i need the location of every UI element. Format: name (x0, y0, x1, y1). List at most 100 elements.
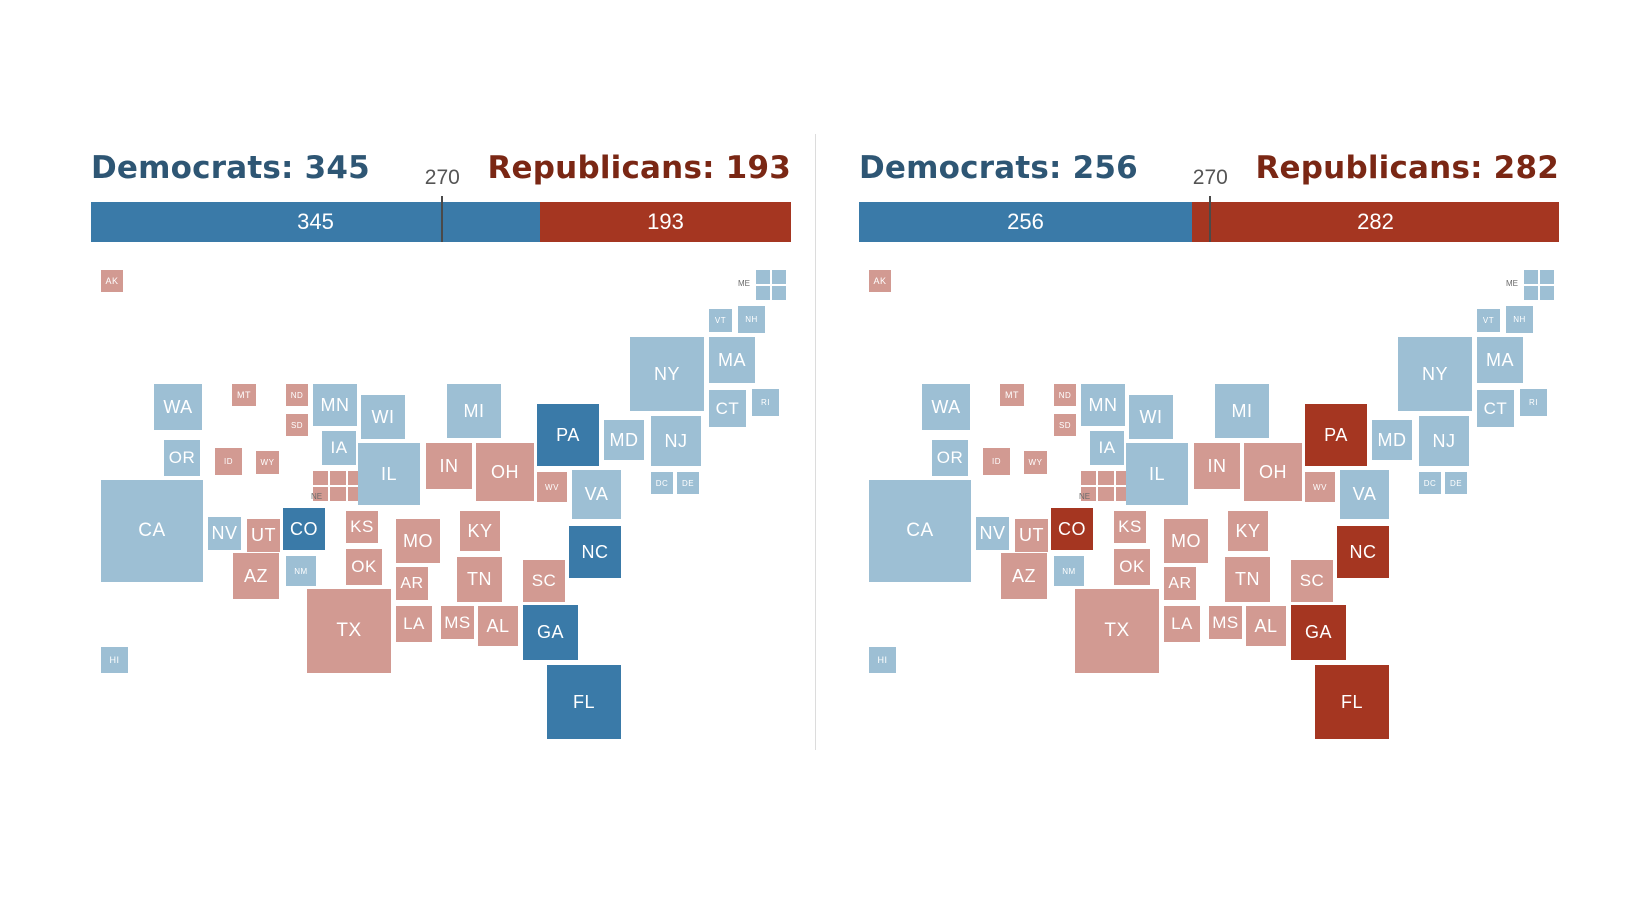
state-tile-sc[interactable]: SC (523, 560, 565, 602)
state-tile-ar[interactable]: AR (1164, 567, 1196, 600)
state-tile-dc[interactable]: DC (1419, 472, 1441, 494)
state-tile-ut[interactable]: UT (1015, 519, 1048, 552)
state-tile-in[interactable]: IN (426, 443, 472, 489)
state-tile-ny[interactable]: NY (630, 337, 704, 411)
state-tile-oh[interactable]: OH (1244, 443, 1302, 501)
state-tile-az[interactable]: AZ (1001, 553, 1047, 599)
state-tile-fl[interactable]: FL (1315, 665, 1389, 739)
state-tile-ca[interactable]: CA (101, 480, 203, 582)
state-tile-me[interactable] (756, 270, 786, 300)
state-tile-nh[interactable]: NH (1506, 306, 1533, 333)
state-tile-wy[interactable]: WY (1024, 451, 1047, 474)
state-tile-sd[interactable]: SD (1054, 414, 1076, 436)
state-tile-id[interactable]: ID (983, 448, 1010, 475)
state-tile-ar[interactable]: AR (396, 567, 428, 600)
state-tile-oh[interactable]: OH (476, 443, 534, 501)
state-tile-nj[interactable]: NJ (651, 416, 701, 466)
state-tile-dc[interactable]: DC (651, 472, 673, 494)
state-tile-ma[interactable]: MA (1477, 337, 1523, 383)
state-tile-ky[interactable]: KY (1228, 511, 1268, 551)
state-tile-ri[interactable]: RI (752, 389, 779, 416)
state-tile-va[interactable]: VA (1340, 470, 1389, 519)
state-tile-mo[interactable]: MO (396, 519, 440, 563)
state-tile-co[interactable]: CO (1051, 508, 1093, 550)
state-tile-ok[interactable]: OK (346, 549, 382, 585)
state-tile-ut[interactable]: UT (247, 519, 280, 552)
state-tile-mi[interactable]: MI (1215, 384, 1269, 438)
state-tile-nv[interactable]: NV (208, 517, 241, 550)
state-tile-de[interactable]: DE (677, 472, 699, 494)
state-tile-az[interactable]: AZ (233, 553, 279, 599)
state-tile-ga[interactable]: GA (1291, 605, 1346, 660)
state-tile-ny[interactable]: NY (1398, 337, 1472, 411)
state-tile-wi[interactable]: WI (1129, 395, 1173, 439)
state-tile-sc[interactable]: SC (1291, 560, 1333, 602)
state-tile-id[interactable]: ID (215, 448, 242, 475)
state-tile-ga[interactable]: GA (523, 605, 578, 660)
state-tile-mn[interactable]: MN (313, 384, 357, 426)
state-tile-nd[interactable]: ND (286, 384, 308, 406)
state-tile-mo[interactable]: MO (1164, 519, 1208, 563)
state-tile-nc[interactable]: NC (1337, 526, 1389, 578)
state-tile-hi[interactable]: HI (869, 647, 896, 673)
state-tile-wi[interactable]: WI (361, 395, 405, 439)
state-tile-il[interactable]: IL (358, 443, 420, 505)
state-tile-va[interactable]: VA (572, 470, 621, 519)
state-tile-mt[interactable]: MT (232, 384, 256, 406)
state-tile-ak[interactable]: AK (101, 270, 123, 292)
state-tile-or[interactable]: OR (164, 440, 200, 476)
state-tile-tn[interactable]: TN (1225, 557, 1270, 602)
state-tile-me[interactable] (1524, 270, 1554, 300)
state-tile-ms[interactable]: MS (441, 606, 474, 639)
state-tile-nh[interactable]: NH (738, 306, 765, 333)
state-tile-ct[interactable]: CT (1477, 390, 1514, 427)
state-tile-al[interactable]: AL (478, 606, 518, 646)
state-tile-or[interactable]: OR (932, 440, 968, 476)
state-tile-ia[interactable]: IA (322, 431, 356, 465)
state-tile-pa[interactable]: PA (1305, 404, 1367, 466)
state-tile-ct[interactable]: CT (709, 390, 746, 427)
state-tile-hi[interactable]: HI (101, 647, 128, 673)
state-tile-ks[interactable]: KS (346, 511, 378, 543)
state-tile-ia[interactable]: IA (1090, 431, 1124, 465)
state-tile-mt[interactable]: MT (1000, 384, 1024, 406)
state-tile-wv[interactable]: WV (537, 472, 567, 502)
state-tile-wy[interactable]: WY (256, 451, 279, 474)
state-tile-ak[interactable]: AK (869, 270, 891, 292)
state-tile-vt[interactable]: VT (1477, 309, 1500, 332)
state-tile-md[interactable]: MD (1372, 420, 1412, 460)
state-tile-de[interactable]: DE (1445, 472, 1467, 494)
state-tile-fl[interactable]: FL (547, 665, 621, 739)
state-tile-wv[interactable]: WV (1305, 472, 1335, 502)
state-tile-ca[interactable]: CA (869, 480, 971, 582)
state-tile-la[interactable]: LA (396, 606, 432, 642)
state-tile-nj[interactable]: NJ (1419, 416, 1469, 466)
state-tile-ok[interactable]: OK (1114, 549, 1150, 585)
state-tile-nc[interactable]: NC (569, 526, 621, 578)
state-tile-la[interactable]: LA (1164, 606, 1200, 642)
state-tile-nd[interactable]: ND (1054, 384, 1076, 406)
state-tile-mi[interactable]: MI (447, 384, 501, 438)
state-tile-al[interactable]: AL (1246, 606, 1286, 646)
state-tile-ky[interactable]: KY (460, 511, 500, 551)
state-tile-nm[interactable]: NM (286, 556, 316, 586)
state-tile-tn[interactable]: TN (457, 557, 502, 602)
state-tile-tx[interactable]: TX (307, 589, 391, 673)
state-tile-mn[interactable]: MN (1081, 384, 1125, 426)
state-tile-ms[interactable]: MS (1209, 606, 1242, 639)
state-tile-wa[interactable]: WA (154, 384, 202, 430)
state-tile-nv[interactable]: NV (976, 517, 1009, 550)
state-tile-ri[interactable]: RI (1520, 389, 1547, 416)
state-tile-ma[interactable]: MA (709, 337, 755, 383)
state-tile-pa[interactable]: PA (537, 404, 599, 466)
state-tile-vt[interactable]: VT (709, 309, 732, 332)
state-tile-ks[interactable]: KS (1114, 511, 1146, 543)
state-tile-tx[interactable]: TX (1075, 589, 1159, 673)
state-tile-il[interactable]: IL (1126, 443, 1188, 505)
state-tile-md[interactable]: MD (604, 420, 644, 460)
state-tile-in[interactable]: IN (1194, 443, 1240, 489)
state-tile-co[interactable]: CO (283, 508, 325, 550)
state-tile-wa[interactable]: WA (922, 384, 970, 430)
state-tile-sd[interactable]: SD (286, 414, 308, 436)
state-tile-nm[interactable]: NM (1054, 556, 1084, 586)
